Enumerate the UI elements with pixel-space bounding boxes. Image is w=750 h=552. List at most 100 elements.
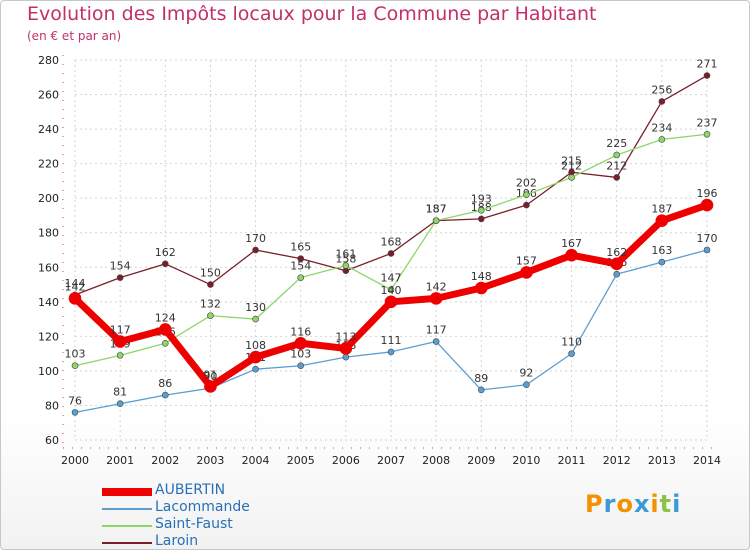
data-label-aubertin: 116 [290,325,311,338]
data-label-saint-faust: 132 [200,298,221,311]
data-point-lacommande [523,381,530,389]
legend-swatch [102,488,152,496]
data-label-lacommande: 103 [290,348,311,361]
data-point-aubertin [610,257,624,271]
data-point-laroin [477,215,485,223]
data-point-laroin [252,246,259,254]
x-tick-label: 2007 [377,454,405,467]
data-label-laroin: 154 [110,260,131,273]
data-point-lacommande [613,270,621,278]
data-point-lacommande [658,258,666,266]
data-point-saint-faust [568,174,575,181]
data-label-saint-faust: 103 [65,348,86,361]
data-point-lacommande [432,338,440,345]
data-label-laroin: 212 [606,159,627,172]
data-label-aubertin: 91 [203,368,217,381]
data-point-lacommande [252,365,259,373]
data-label-saint-faust: 212 [561,159,582,172]
data-point-laroin [116,274,124,281]
data-label-laroin: 271 [697,58,718,71]
data-label-saint-faust: 234 [651,121,672,134]
data-point-saint-faust [387,286,395,294]
data-point-laroin [161,260,169,268]
data-point-lacommande [568,350,575,357]
data-point-saint-faust [613,151,621,159]
y-tick-label: 200 [38,192,59,205]
data-label-aubertin: 113 [335,330,356,343]
data-label-aubertin: 140 [381,284,402,297]
data-label-laroin: 165 [290,241,311,254]
data-point-laroin [297,255,305,262]
data-point-saint-faust [703,130,711,138]
data-point-laroin [523,201,530,209]
data-point-lacommande [387,348,395,356]
data-point-lacommande [342,353,350,361]
data-point-laroin [613,174,621,181]
legend-swatch [102,525,152,527]
y-tick-label: 100 [38,365,59,378]
x-tick-label: 2010 [512,454,540,467]
x-tick-label: 2005 [287,454,315,467]
data-label-saint-faust: 225 [606,137,627,150]
data-label-laroin: 170 [245,232,266,245]
data-point-aubertin [520,266,533,279]
y-tick-label: 180 [38,227,59,240]
data-point-saint-faust [207,312,214,319]
data-label-saint-faust: 161 [335,248,356,261]
y-tick-label: 220 [38,158,59,171]
data-point-saint-faust [342,262,350,269]
y-tick-label: 240 [38,123,59,136]
data-point-laroin [387,250,395,257]
data-label-laroin: 256 [651,83,672,96]
data-point-saint-faust [252,315,259,323]
x-tick-label: 2001 [106,454,134,467]
data-label-aubertin: 157 [516,254,537,267]
data-point-saint-faust [161,339,169,347]
y-tick-label: 260 [38,89,59,102]
y-tick-label: 140 [38,296,59,309]
data-label-lacommande: 110 [561,336,582,349]
data-label-aubertin: 187 [651,203,672,216]
x-tick-label: 2003 [196,454,224,467]
data-label-saint-faust: 130 [245,301,266,314]
data-point-laroin [658,98,666,105]
proxiti-logo: Proxiti [585,490,682,518]
legend-swatch [102,542,152,544]
chart-subtitle: (en € et par an) [27,29,122,43]
data-point-saint-faust [71,362,79,370]
data-point-lacommande [297,362,305,370]
data-point-aubertin [700,198,714,212]
data-point-aubertin [158,323,172,336]
x-tick-label: 2013 [648,454,676,467]
data-label-saint-faust: 193 [471,192,492,205]
data-point-lacommande [703,246,711,254]
x-tick-label: 2009 [467,454,495,467]
data-point-aubertin [655,214,669,227]
data-point-aubertin [113,335,127,348]
data-label-lacommande: 163 [651,244,672,257]
data-point-aubertin [204,380,217,393]
x-tick-label: 2000 [61,454,89,467]
data-label-laroin: 215 [561,154,582,167]
data-label-saint-faust: 237 [697,116,718,129]
chart-title: Evolution des Impôts locaux pour la Comm… [27,3,597,25]
data-label-lacommande: 86 [158,377,172,390]
legend-label: AUBERTIN [155,482,226,498]
data-label-laroin: 162 [155,246,176,259]
data-label-laroin: 187 [426,203,447,216]
y-tick-label: 160 [38,261,59,274]
data-label-lacommande: 81 [113,386,127,399]
y-tick-label: 120 [38,330,59,343]
legend-label: Saint-Faust [155,516,233,532]
data-label-aubertin: 167 [561,237,582,250]
data-point-laroin [207,281,214,288]
data-label-aubertin: 124 [155,311,176,324]
data-label-saint-faust: 187 [426,203,447,216]
x-tick-label: 2012 [603,454,631,467]
data-point-saint-faust [297,274,305,281]
data-label-lacommande: 111 [381,334,402,347]
data-label-laroin: 144 [65,277,86,290]
x-tick-label: 2002 [151,454,179,467]
x-tick-label: 2004 [242,454,270,467]
